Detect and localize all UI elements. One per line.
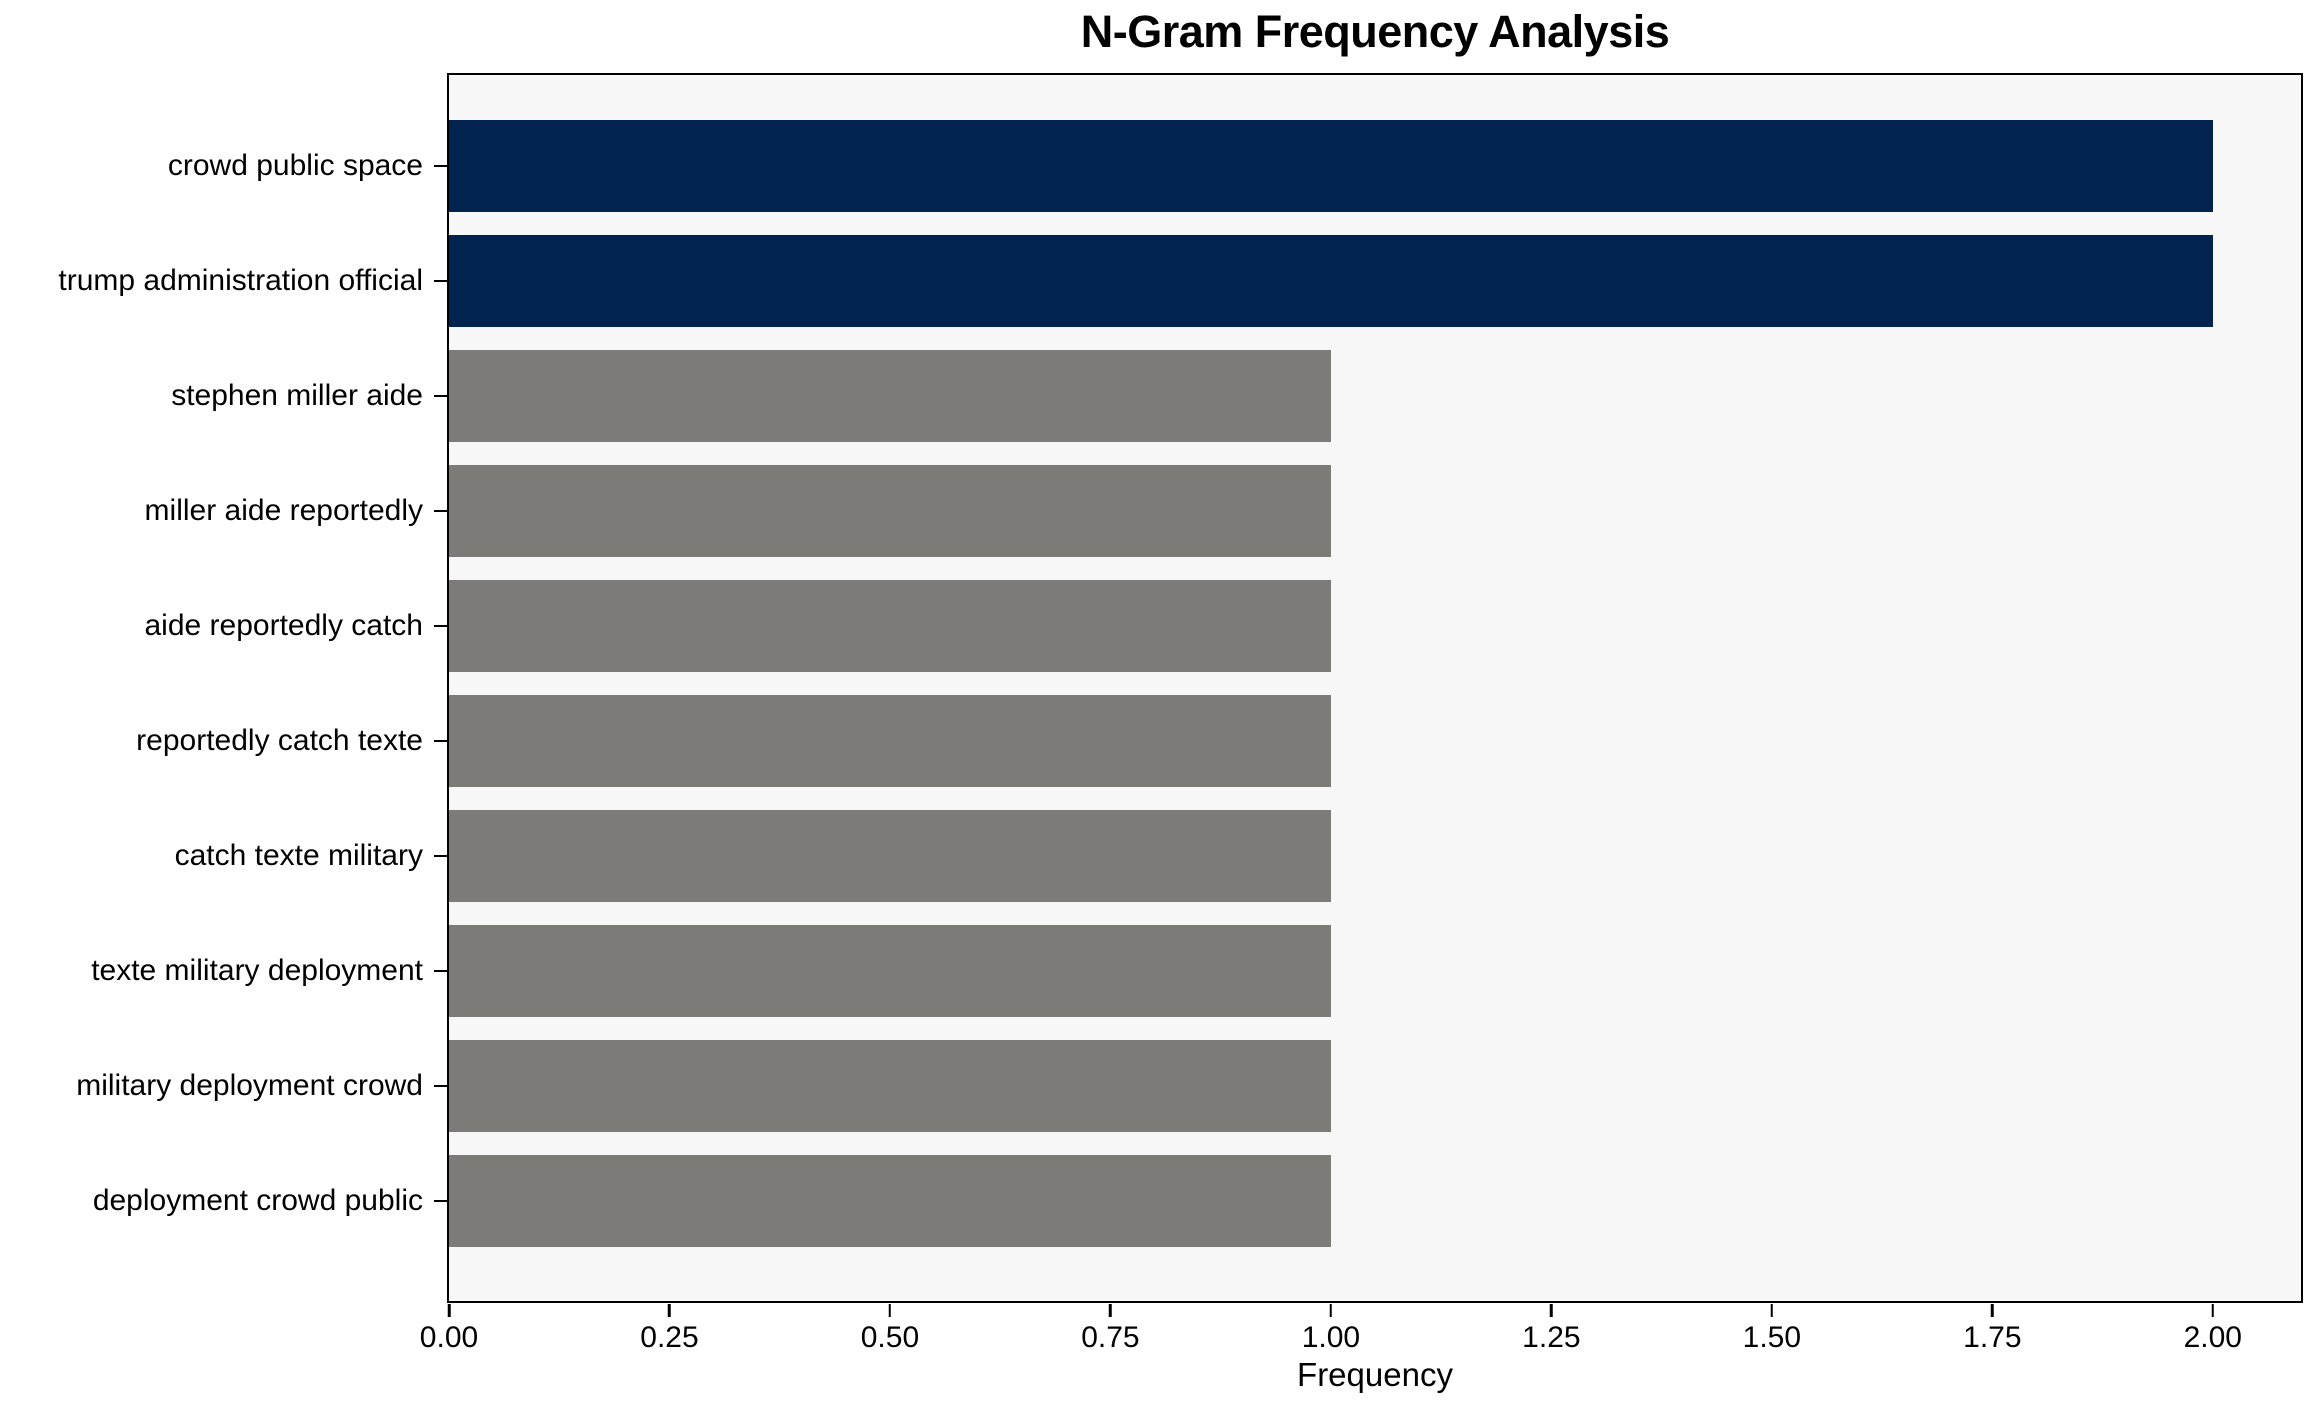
- bar: [449, 235, 2213, 327]
- x-tick: [1329, 1303, 1333, 1317]
- y-tick-label: military deployment crowd: [76, 1069, 423, 1102]
- y-tick-label: reportedly catch texte: [136, 724, 423, 757]
- x-tick: [447, 1303, 451, 1317]
- x-tick-label: 1.25: [1522, 1321, 1581, 1354]
- chart-title: N-Gram Frequency Analysis: [1080, 6, 1670, 57]
- x-tick: [1770, 1303, 1774, 1317]
- y-tick: [433, 164, 447, 168]
- y-tick-label: deployment crowd public: [92, 1184, 423, 1217]
- x-tick: [888, 1303, 892, 1317]
- bar: [449, 810, 1331, 902]
- bar: [449, 925, 1331, 1017]
- x-axis-label: Frequency: [1297, 1356, 1453, 1393]
- y-tick: [433, 1084, 447, 1088]
- bar: [449, 465, 1331, 557]
- plot-area: crowd public space trump administration o…: [58, 73, 2303, 1353]
- x-tick: [1550, 1303, 1553, 1317]
- y-tick-label: miller aide reportedly: [144, 494, 423, 527]
- y-tick-label: crowd public space: [167, 149, 423, 182]
- x-tick: [2211, 1303, 2215, 1317]
- y-tick-label: texte military deployment: [91, 954, 423, 987]
- y-tick-label: aide reportedly catch: [144, 609, 424, 642]
- bar: [449, 695, 1331, 787]
- y-tick: [433, 624, 447, 628]
- y-tick-label: trump administration official: [58, 264, 423, 297]
- bar: [449, 1155, 1331, 1247]
- x-tick-label: 0.50: [860, 1321, 920, 1354]
- bar: [449, 350, 1331, 442]
- x-tick: [1991, 1303, 1994, 1317]
- x-tick-label: 2.00: [2183, 1321, 2242, 1354]
- x-tick-label: 0.75: [1081, 1321, 1140, 1354]
- x-tick-label: 0.00: [419, 1321, 479, 1354]
- y-tick: [433, 394, 447, 398]
- x-tick-label: 1.50: [1742, 1321, 1802, 1354]
- x-tick: [1109, 1303, 1112, 1317]
- y-tick-label: catch texte military: [174, 839, 423, 872]
- bar: [449, 120, 2213, 212]
- y-tick: [433, 509, 447, 513]
- x-tick: [668, 1303, 671, 1317]
- y-tick-label: stephen miller aide: [171, 379, 423, 412]
- x-tick-label: 0.25: [640, 1321, 699, 1354]
- bar: [449, 580, 1331, 672]
- x-tick-label: 1.00: [1301, 1321, 1361, 1354]
- x-tick-label: 1.75: [1963, 1321, 2022, 1354]
- y-tick: [433, 1199, 447, 1203]
- y-tick: [433, 739, 447, 743]
- y-tick: [433, 969, 447, 973]
- bar: [449, 1040, 1331, 1132]
- y-tick: [433, 854, 447, 858]
- y-tick: [433, 279, 447, 283]
